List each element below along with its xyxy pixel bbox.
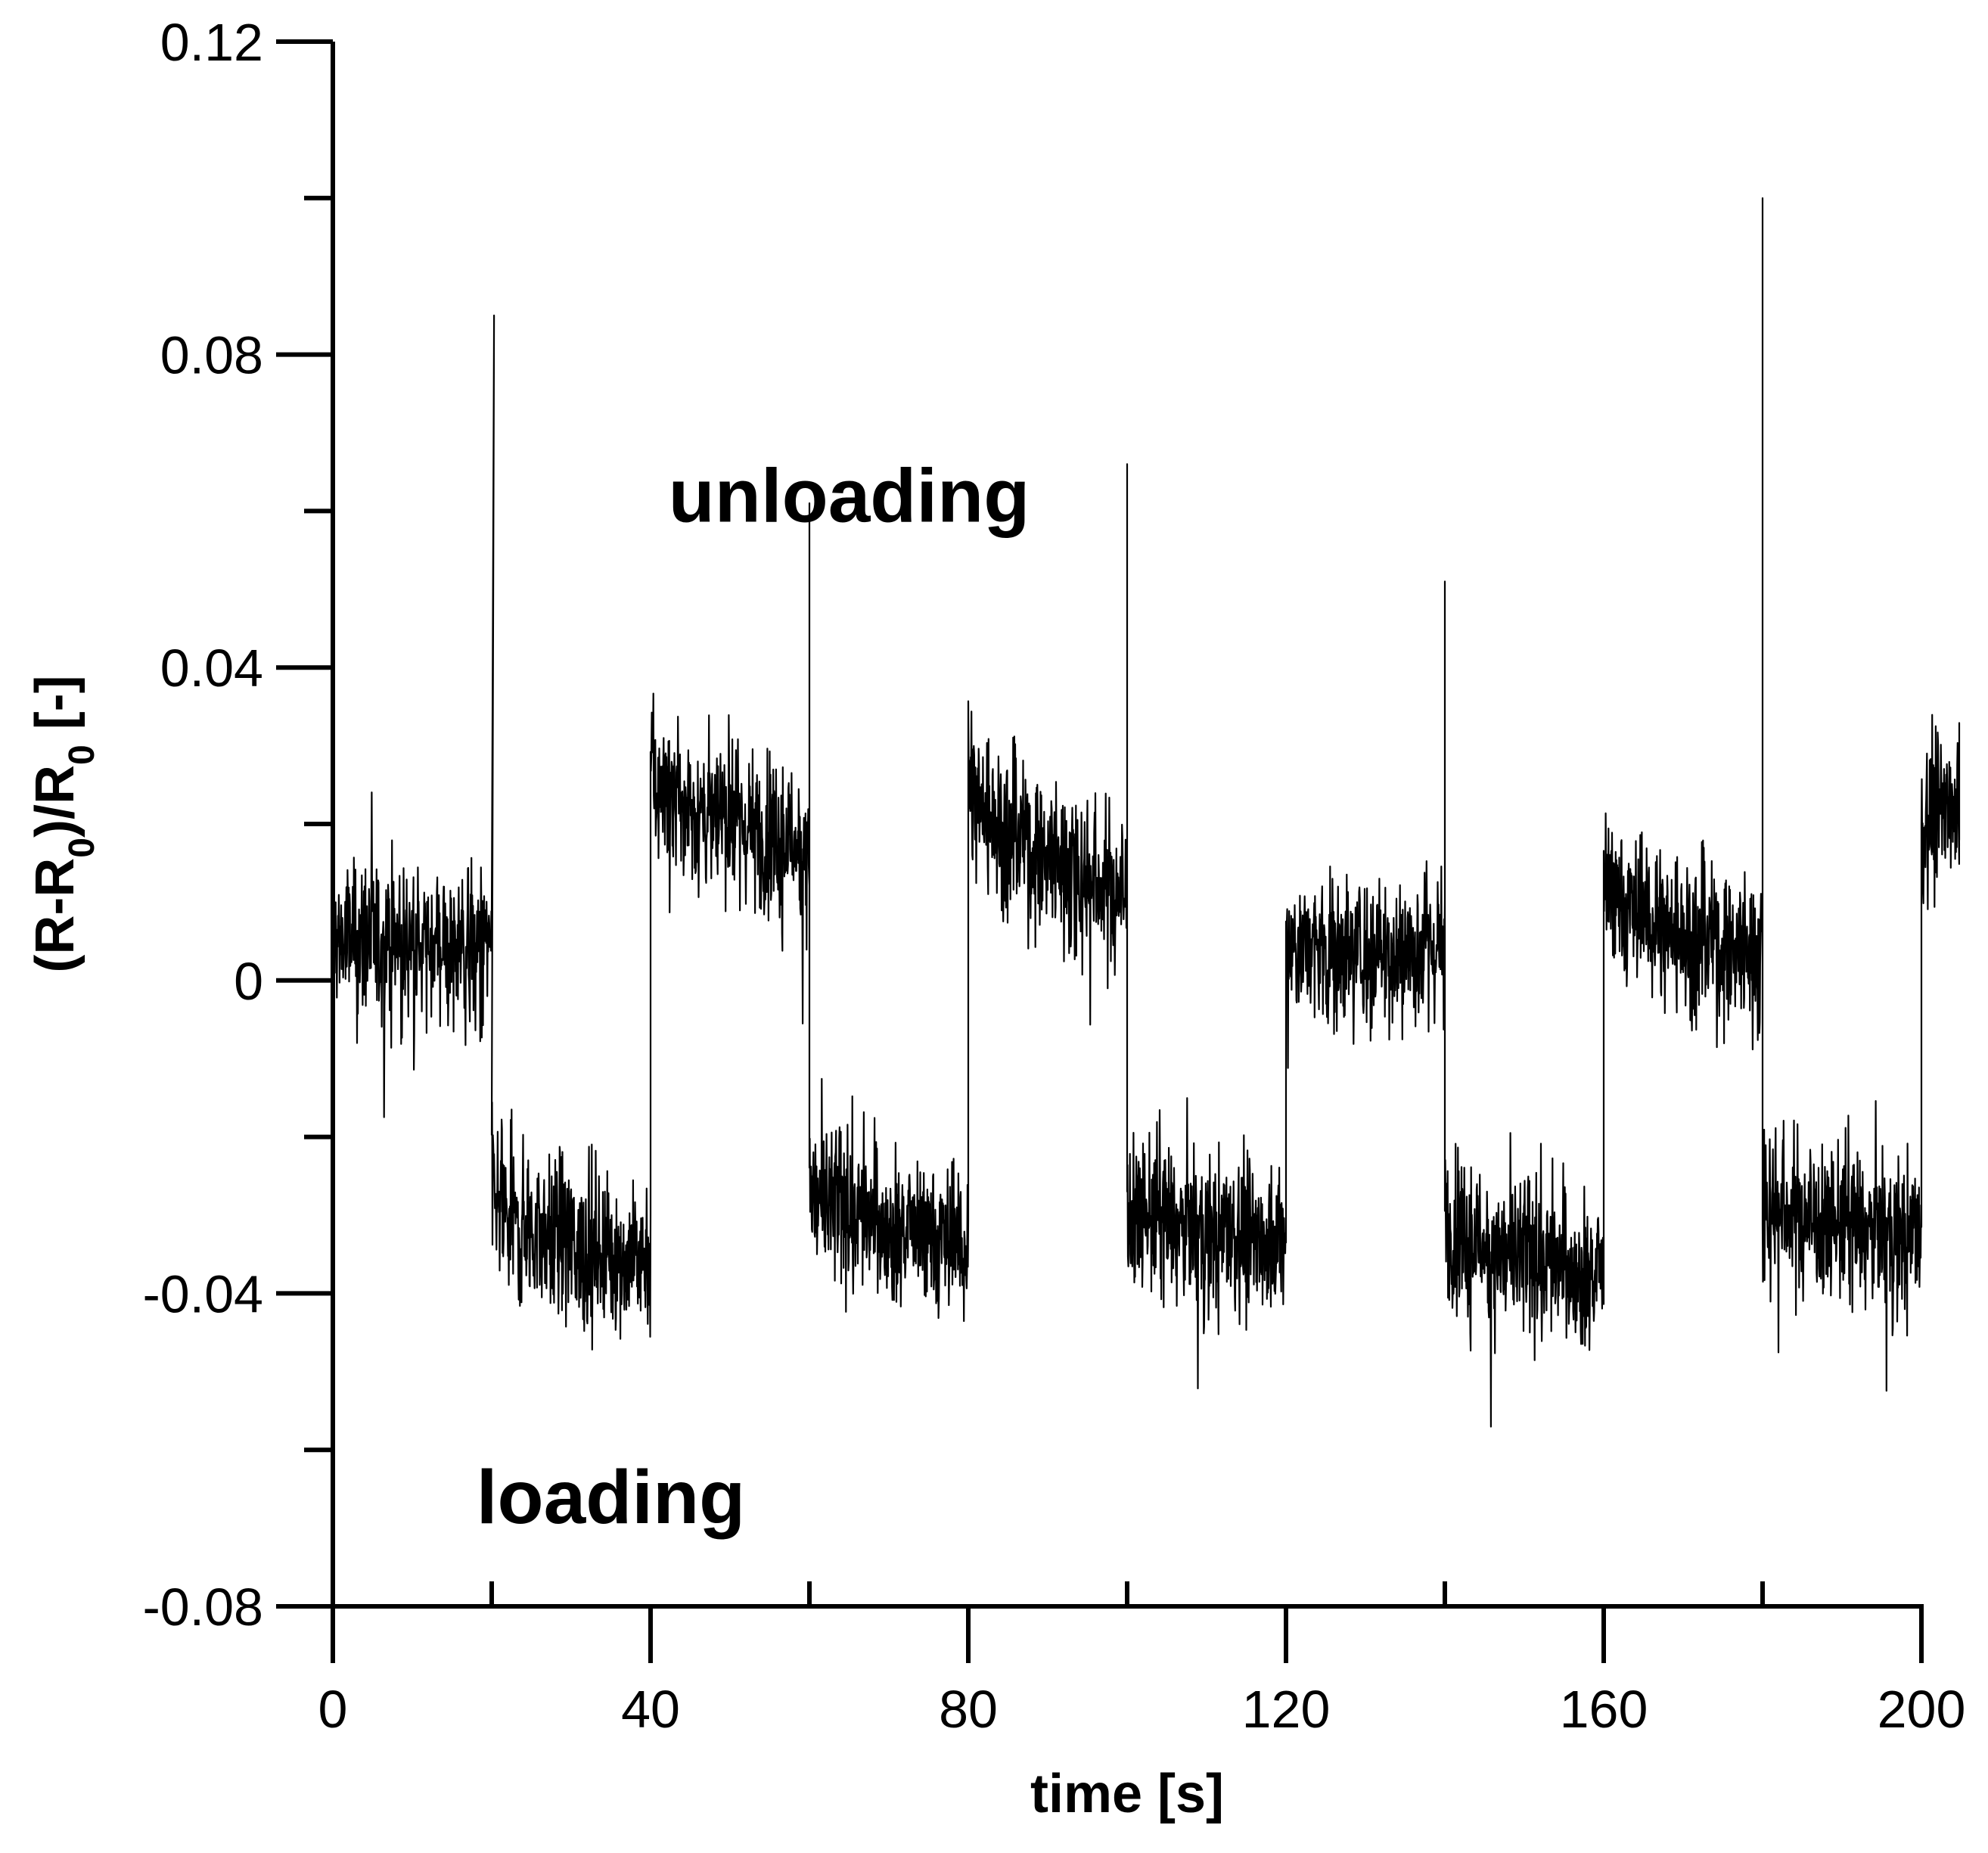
y-tick-label: 0.04 (160, 639, 263, 698)
x-tick-label: 160 (1560, 1680, 1648, 1739)
y-tick-label: 0.08 (160, 326, 263, 385)
axes: -0.08 -0.04 0 0.04 0.08 0.12 0 40 80 120 160 200 (142, 13, 1965, 1739)
y-tick-label: 0 (234, 952, 263, 1011)
x-tick-label: 40 (621, 1680, 680, 1739)
x-tick-label: 120 (1242, 1680, 1331, 1739)
y-tick-label: -0.08 (142, 1578, 263, 1637)
annotation-loading: loading (477, 1455, 746, 1540)
x-tick-label: 200 (1878, 1680, 1966, 1739)
x-tick-label: 0 (318, 1680, 348, 1739)
y-tick-label: -0.04 (142, 1264, 263, 1323)
y-axis-title: (R-R0)/R0 [-] (25, 675, 102, 972)
annotation-unloading: unloading (669, 454, 1030, 539)
data-trace (332, 197, 1961, 1428)
x-axis-title: time [s] (1030, 1764, 1224, 1824)
x-tick-label: 80 (939, 1680, 998, 1739)
y-tick-label: 0.12 (160, 13, 263, 72)
labels: time [s] (R-R0)/R0 [-] unloading loading (25, 454, 1224, 1824)
series-line (332, 197, 1961, 1428)
